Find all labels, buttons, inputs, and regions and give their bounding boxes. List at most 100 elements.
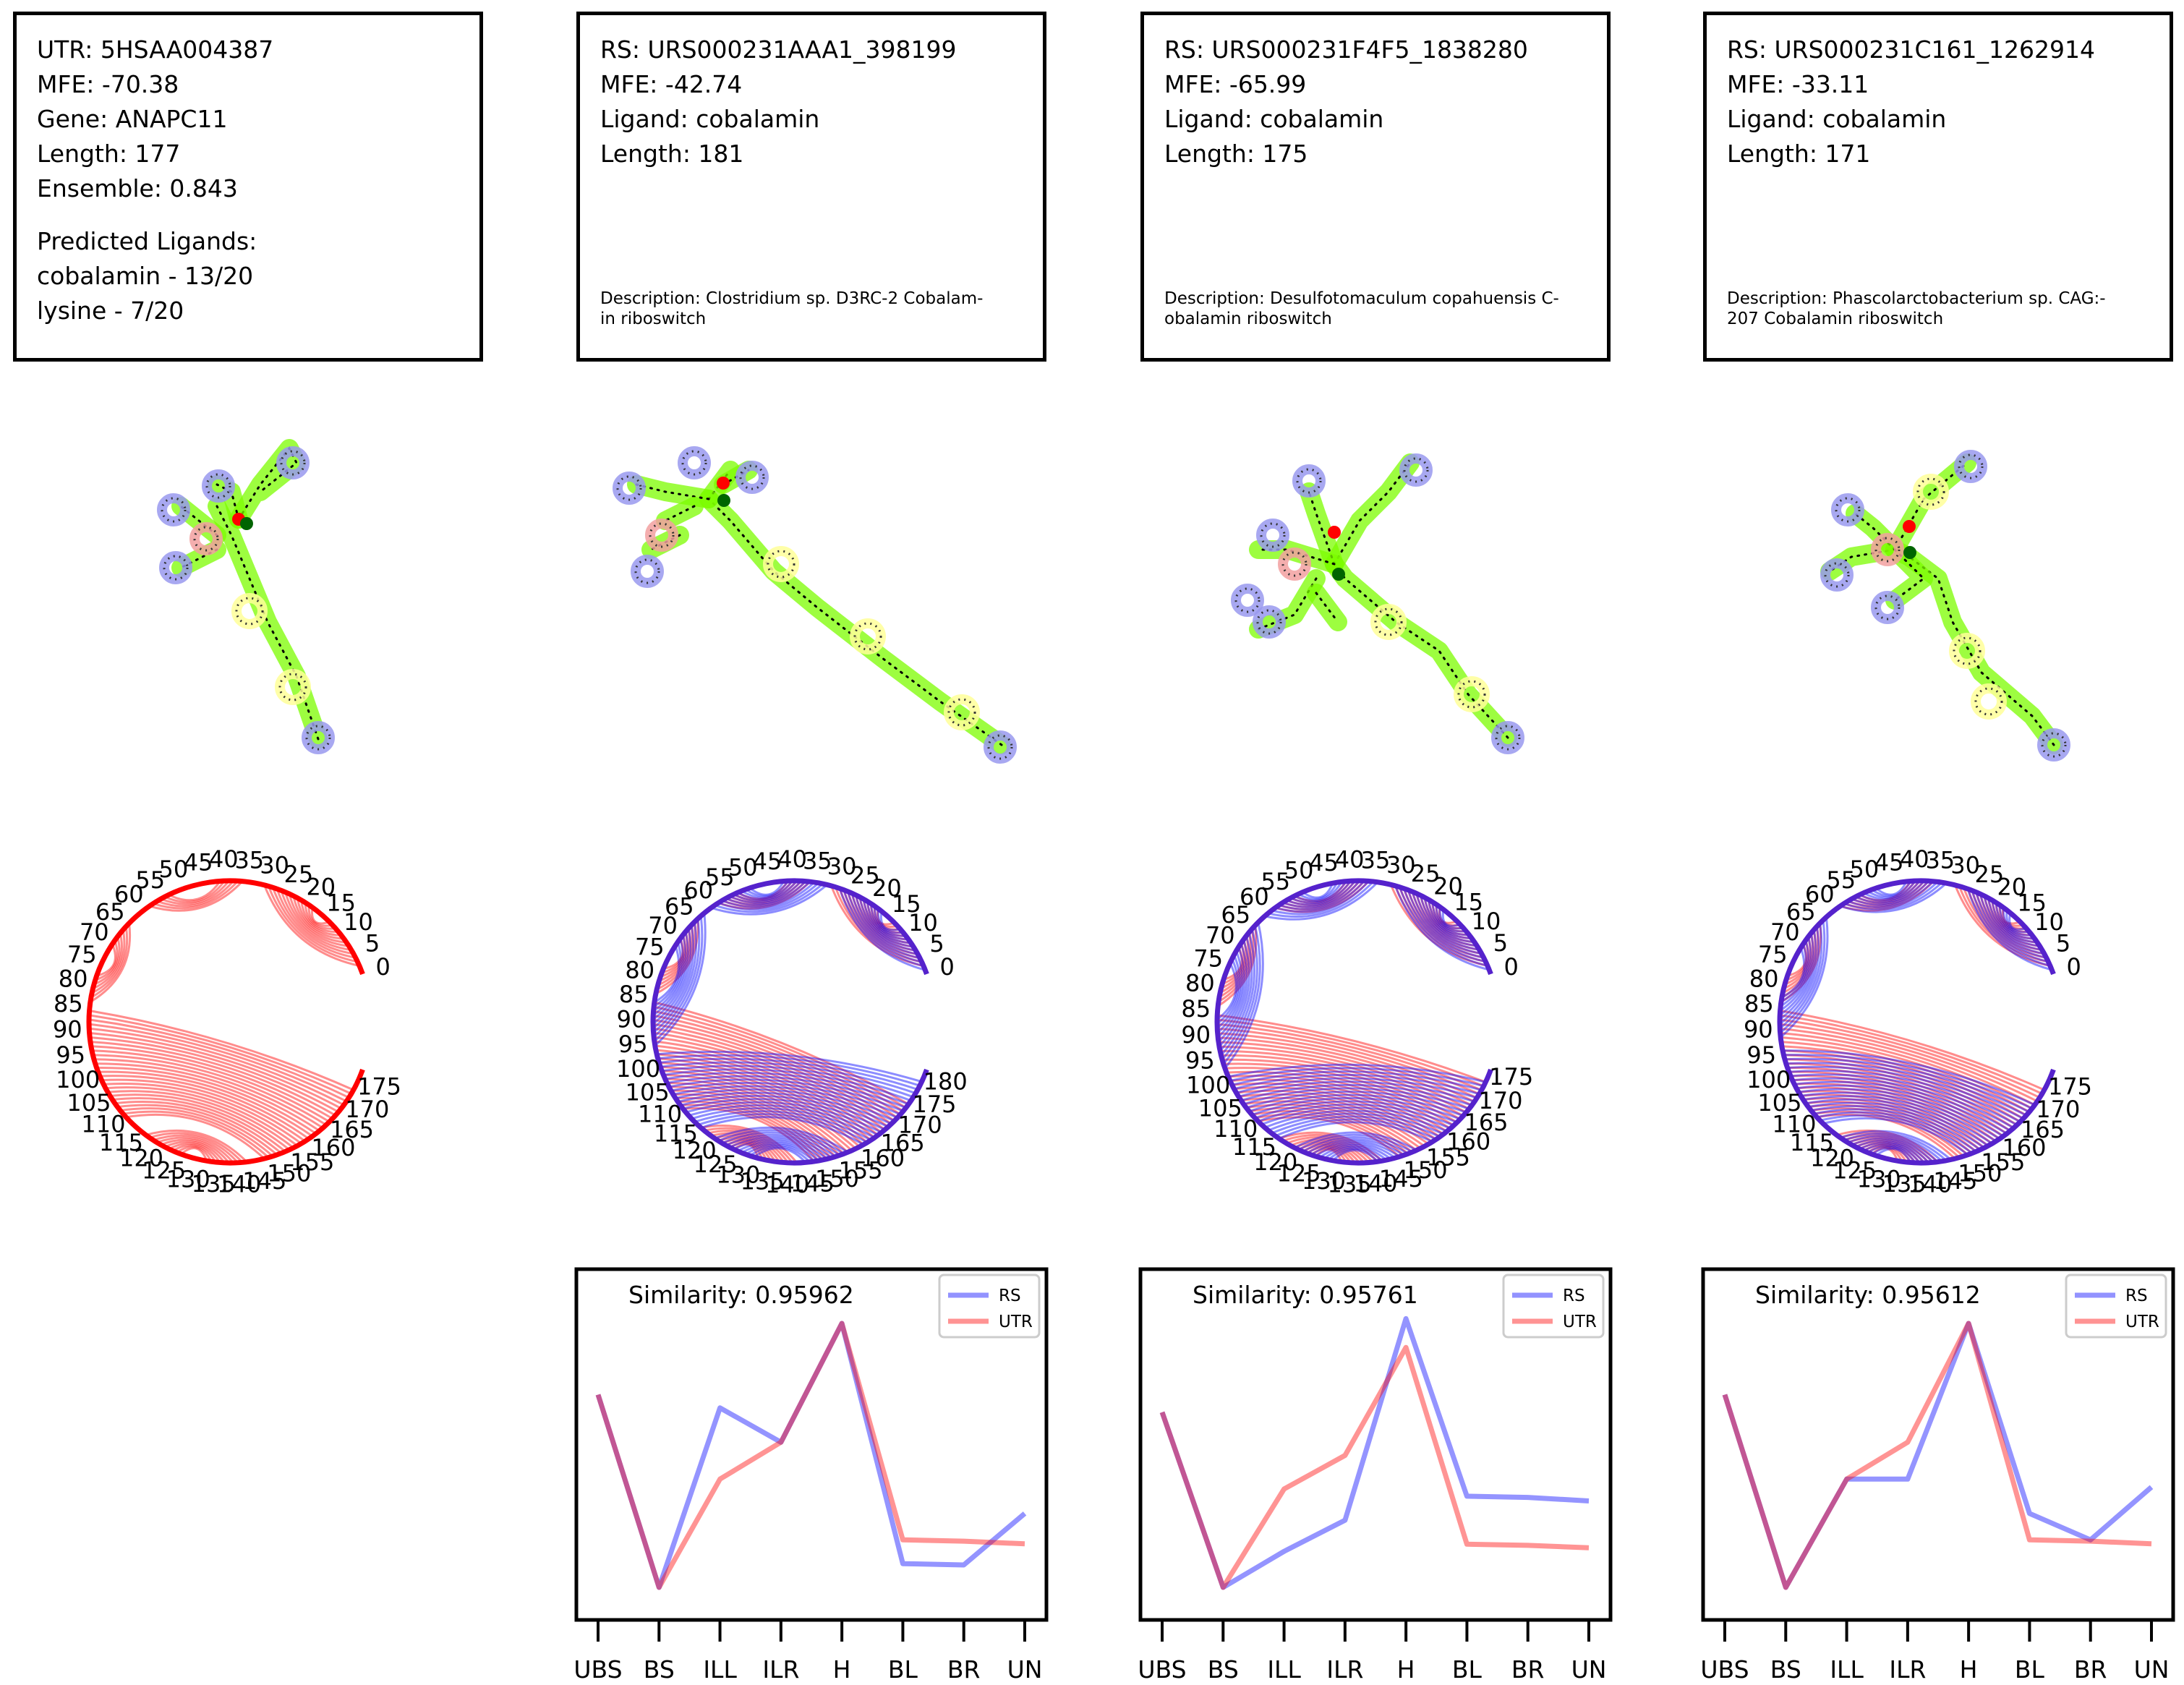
similarity-title: Similarity: 0.95962 xyxy=(628,1281,854,1309)
base-pair-arc xyxy=(717,1129,845,1155)
base-pair-arc xyxy=(1811,1104,1985,1149)
arc-tick-label: 60 xyxy=(683,876,713,904)
loop-bases xyxy=(1953,636,1982,665)
base-pair-arc xyxy=(1840,882,1948,913)
similarity-title: Similarity: 0.95761 xyxy=(1193,1281,1418,1309)
arc-tick-label: 35 xyxy=(234,847,264,874)
loop-bases xyxy=(1374,607,1403,636)
helix-stem xyxy=(1325,555,1517,747)
base-pair-arc xyxy=(1786,1062,2027,1117)
arc-tick-label: 165 xyxy=(1464,1109,1508,1136)
arc-tick-label: 40 xyxy=(777,845,807,873)
plot-frame xyxy=(574,1267,1049,1622)
x-tick-label: ILL xyxy=(1267,1655,1301,1684)
legend-label: UTR xyxy=(1563,1313,1597,1331)
arc-tick-label: 130 xyxy=(166,1166,210,1193)
base-pair-arc xyxy=(653,942,682,1008)
helix-stem xyxy=(699,490,1011,754)
arc-tick-label: 0 xyxy=(2067,953,2081,981)
base-pair-arc xyxy=(717,1136,777,1162)
arc-tick-label: 175 xyxy=(2048,1072,2092,1100)
base-pair-arc xyxy=(1221,942,1245,986)
base-pair-arc xyxy=(120,1107,274,1157)
base-pair-arc xyxy=(733,880,803,903)
base-pair-arc xyxy=(1983,895,2045,955)
base-pair-arc xyxy=(1282,1133,1379,1163)
line-chart-2: UBS BS ILL ILR H BL BR UN Similarity: 0.95612 RS U… xyxy=(1700,1267,2175,1684)
base-pair-arc xyxy=(1297,882,1339,900)
base-pair-arc xyxy=(1820,1114,1973,1154)
base-pair-arc xyxy=(1228,1075,1448,1132)
info-line: RS: URS000231F4F5_1838280 xyxy=(1164,35,1528,64)
arc-tick-label: 125 xyxy=(694,1151,738,1178)
arc-tick-label: 170 xyxy=(345,1096,389,1123)
arc-tick-label: 25 xyxy=(284,861,314,888)
base-pair-arc xyxy=(661,934,686,974)
base-pair-arc xyxy=(1394,885,1486,963)
x-tick-label: H xyxy=(833,1655,851,1684)
base-pair-arc xyxy=(1223,1062,1458,1124)
base-pair-arc xyxy=(1788,1070,2021,1123)
helix-stem xyxy=(1249,569,1326,639)
loop-bases xyxy=(987,734,1013,760)
base-pair-arc xyxy=(1243,1087,1469,1110)
x-tick-label: UBS xyxy=(1138,1655,1186,1684)
base-pair-arc xyxy=(311,907,330,925)
loop-bases xyxy=(1457,680,1486,709)
info-line: MFE: -70.38 xyxy=(37,70,179,98)
arc-tick-label: 5 xyxy=(2056,929,2070,957)
arc-tick-label: 175 xyxy=(912,1091,956,1118)
base-pair-arc xyxy=(1232,1070,1483,1091)
base-pair-arc xyxy=(1779,1023,2038,1103)
base-pair-arc xyxy=(1229,1067,1484,1088)
base-pair-arc xyxy=(1314,1148,1343,1163)
base-pair-arc xyxy=(862,899,906,937)
base-pair-arc xyxy=(96,943,116,977)
info-box-utr: UTR: 5HSAA004387 MFE: -70.38 Gene: ANAPC… xyxy=(13,12,483,362)
start-marker xyxy=(717,477,730,490)
loop-bases xyxy=(1260,522,1286,548)
arc-tick-label: 30 xyxy=(260,852,289,879)
base-pair-arc xyxy=(1441,909,1461,927)
base-pair-arc xyxy=(1394,885,1490,971)
base-pair-arc xyxy=(688,1104,879,1136)
arc-tick-label: 175 xyxy=(357,1072,401,1100)
base-pair-arc xyxy=(846,891,916,952)
arc-tick-label: 70 xyxy=(648,912,678,939)
arc-tick-label: 140 xyxy=(1908,1171,1952,1198)
arc-tick-label: 65 xyxy=(95,898,125,926)
base-pair-arc xyxy=(1780,1027,2036,1106)
base-pair-arc xyxy=(1217,1027,1480,1096)
base-pair-arc xyxy=(1805,1101,1973,1154)
base-pair-arc xyxy=(2002,907,2032,937)
base-pair-arc xyxy=(1840,1132,1935,1164)
base-pair-arc xyxy=(873,905,898,928)
arc-tick-label: 160 xyxy=(1446,1127,1490,1155)
base-pair-arc xyxy=(149,880,244,912)
base-pair-arc xyxy=(1783,1054,2018,1126)
base-pair-arc xyxy=(1867,1144,1921,1164)
base-pair-arc xyxy=(707,1130,790,1164)
x-tick-label: BS xyxy=(1770,1655,1801,1684)
arc-tick-label: 0 xyxy=(376,953,391,981)
base-pair-arc xyxy=(1218,1036,1475,1103)
base-pair-arc xyxy=(677,1091,892,1125)
arc-tick-label: 90 xyxy=(1181,1021,1211,1049)
base-pair-arc xyxy=(854,895,918,955)
base-pair-arc xyxy=(1407,890,1480,951)
base-pair-arc xyxy=(834,887,922,963)
arc-tick-label: 60 xyxy=(1240,883,1269,910)
base-pair-arc xyxy=(657,924,694,986)
arc-tick-label: 100 xyxy=(616,1055,660,1083)
base-pair-arc xyxy=(675,1088,895,1122)
x-tick-label: BS xyxy=(1208,1655,1239,1684)
base-pair-arc xyxy=(1817,1113,1956,1160)
arc-tick-label: 170 xyxy=(1478,1087,1522,1114)
base-pair-arc xyxy=(1302,1143,1357,1164)
arc-tick-label: 140 xyxy=(1353,1170,1397,1198)
base-pair-arc xyxy=(1294,1131,1417,1151)
arc-tick-label: 90 xyxy=(617,1006,647,1033)
base-pair-arc xyxy=(95,1062,320,1132)
base-pair-arc xyxy=(1278,1121,1433,1143)
predicted-ligand-item: cobalamin - 13/20 xyxy=(37,262,254,290)
